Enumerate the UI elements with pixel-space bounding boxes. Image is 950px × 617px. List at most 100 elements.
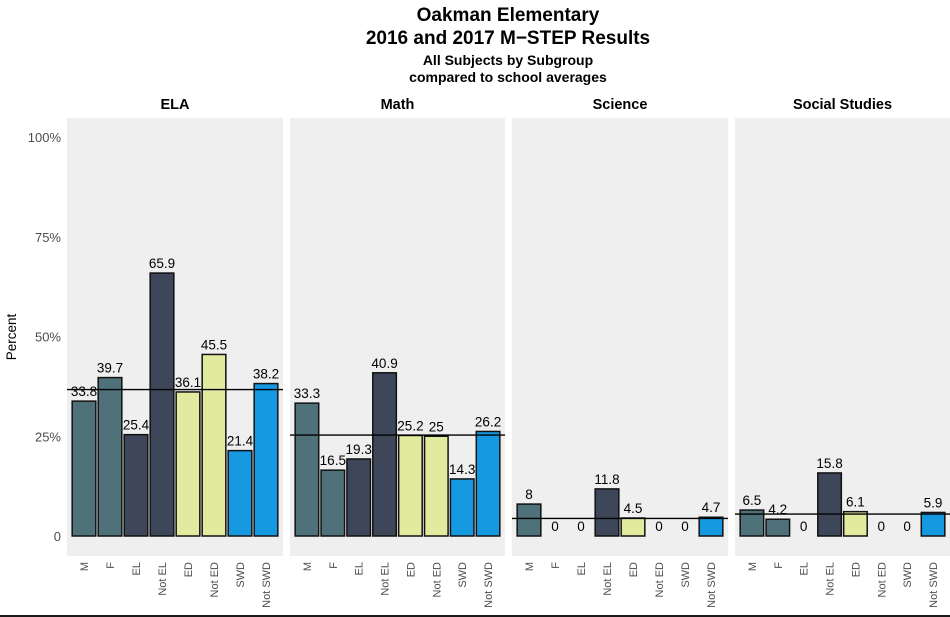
- x-tick-label: EL: [354, 562, 366, 575]
- data-label: 0: [878, 519, 886, 534]
- chart-subtitle: All Subjects by Subgroup: [423, 52, 593, 68]
- data-label: 4.5: [624, 501, 643, 516]
- x-tick-label: M: [747, 562, 759, 571]
- data-label: 16.5: [320, 453, 346, 468]
- x-tick-label: Not SWD: [706, 562, 718, 608]
- x-tick-label: M: [524, 562, 536, 571]
- facet-panels: ELA 33.8 M 39.7 F 25.4 EL 65.9 Not EL 36.1 ED 45.5 N…: [67, 97, 950, 608]
- data-label: 38.2: [253, 367, 279, 382]
- bar-not-el: [372, 372, 398, 537]
- bar-not-el: [149, 272, 175, 537]
- x-tick-label: F: [328, 562, 340, 569]
- x-tick-label: F: [105, 562, 117, 569]
- x-tick-label: ED: [628, 562, 640, 577]
- x-tick-label: EL: [799, 562, 811, 575]
- y-tick-label: 50%: [35, 330, 61, 345]
- data-label: 33.8: [71, 384, 97, 399]
- bar-not-el: [817, 472, 843, 537]
- bar-f: [97, 376, 123, 537]
- data-label: 26.2: [475, 414, 501, 429]
- y-tick-label: 25%: [35, 429, 61, 444]
- panel-strip-label: Social Studies: [793, 97, 892, 113]
- bottom-border: [0, 615, 950, 617]
- data-label: 8: [525, 487, 533, 502]
- bar-not-swd: [920, 511, 946, 537]
- x-tick-label: Not EL: [825, 562, 837, 596]
- bar-swd: [227, 449, 253, 537]
- bar-not-swd: [475, 430, 501, 537]
- bar-m: [71, 400, 97, 537]
- bar-ed: [620, 517, 646, 537]
- bar-not-swd: [698, 516, 724, 537]
- x-tick-label: SWD: [235, 562, 247, 588]
- panel-ela: ELA 33.8 M 39.7 F 25.4 EL 65.9 Not EL 36.1 ED 45.5 N…: [67, 97, 283, 608]
- panel-math: Math 33.3 M 16.5 F 19.3 EL 40.9 Not EL 25.2 ED 25 No…: [290, 97, 505, 608]
- data-label: 15.8: [816, 456, 842, 471]
- data-label: 40.9: [371, 356, 397, 371]
- bar-not-swd: [253, 382, 279, 537]
- y-axis-label: Percent: [4, 313, 19, 360]
- x-tick-label: ED: [850, 562, 862, 577]
- x-tick-label: F: [773, 562, 785, 569]
- bar-not-ed: [423, 435, 449, 537]
- panel-strip-label: ELA: [161, 97, 191, 113]
- x-tick-label: SWD: [902, 562, 914, 588]
- chart-title: Oakman Elementary: [417, 5, 600, 26]
- x-tick-label: EL: [576, 562, 588, 575]
- data-label: 5.9: [924, 495, 943, 510]
- bar-m: [294, 402, 320, 537]
- data-label: 4.7: [702, 500, 721, 515]
- data-label: 25: [429, 419, 444, 434]
- bar-el: [346, 458, 372, 537]
- panel-background: [512, 118, 728, 556]
- data-label: 39.7: [97, 361, 123, 376]
- y-tick-label: 100%: [28, 130, 62, 145]
- x-tick-label: Not ED: [431, 562, 443, 598]
- x-tick-label: F: [550, 562, 562, 569]
- data-label: 25.4: [123, 418, 150, 433]
- bar-not-ed: [201, 353, 227, 537]
- x-tick-label: Not SWD: [261, 562, 273, 608]
- data-label: 0: [903, 519, 911, 534]
- panel-science: Science 8 M 0 F 0 EL 11.8 Not EL 4.5 ED 0 Not ED 0 SWD…: [512, 97, 728, 608]
- data-label: 0: [577, 519, 585, 534]
- x-tick-label: Not SWD: [928, 562, 940, 608]
- y-tick-label: 0: [54, 529, 61, 544]
- x-tick-label: Not EL: [380, 562, 392, 596]
- data-label: 0: [551, 519, 559, 534]
- data-label: 0: [681, 519, 689, 534]
- chart-subtitle-line2: compared to school averages: [409, 69, 607, 85]
- data-label: 6.5: [743, 493, 762, 508]
- chart-title-line2: 2016 and 2017 M−STEP Results: [366, 28, 650, 49]
- y-axis-ticks: 0 25% 50% 75% 100%: [28, 130, 62, 544]
- bar-f: [320, 469, 346, 537]
- y-tick-label: 75%: [35, 230, 61, 245]
- bar-swd: [449, 478, 475, 537]
- x-tick-label: EL: [131, 562, 143, 575]
- data-label: 11.8: [594, 472, 619, 487]
- bar-ed: [397, 434, 423, 537]
- x-tick-label: M: [302, 562, 314, 571]
- bar-ed: [842, 510, 868, 537]
- data-label: 45.5: [201, 337, 227, 352]
- data-label: 21.4: [227, 434, 254, 449]
- bar-m: [516, 503, 542, 537]
- data-label: 6.1: [846, 495, 865, 510]
- bar-ed: [175, 391, 201, 537]
- panel-strip-label: Science: [593, 97, 648, 113]
- data-label: 19.3: [346, 442, 372, 457]
- x-tick-label: Not SWD: [483, 562, 495, 608]
- bar-el: [123, 433, 149, 537]
- x-tick-label: Not EL: [602, 562, 614, 596]
- x-tick-label: SWD: [457, 562, 469, 588]
- bar-not-el: [594, 488, 620, 537]
- data-label: 14.3: [449, 462, 475, 477]
- x-tick-label: Not EL: [157, 562, 169, 596]
- panel-strip-label: Math: [381, 97, 415, 113]
- x-tick-label: ED: [183, 562, 195, 577]
- x-tick-label: ED: [405, 562, 417, 577]
- data-label: 33.3: [294, 386, 320, 401]
- bar-m: [739, 509, 765, 537]
- data-label: 0: [800, 519, 808, 534]
- data-label: 36.1: [175, 375, 201, 390]
